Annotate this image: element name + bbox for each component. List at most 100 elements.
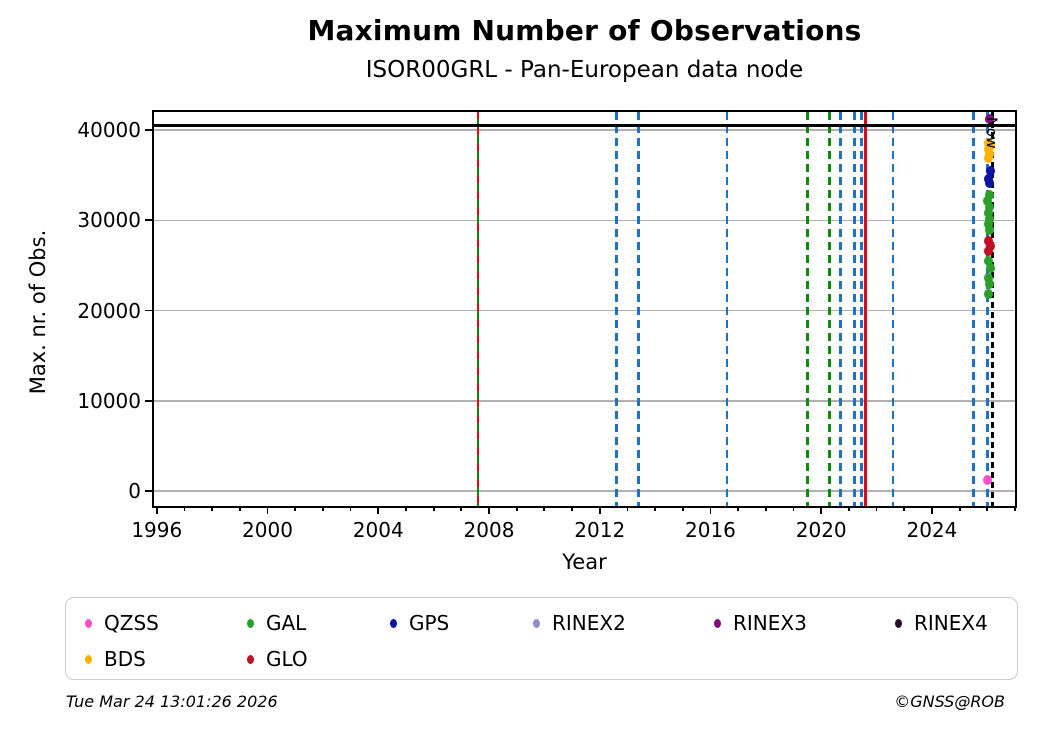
gps-event-line — [615, 112, 618, 506]
gps-event-line — [725, 112, 729, 506]
y-tick-label: 0 — [128, 479, 141, 504]
legend-label: RINEX2 — [552, 611, 626, 635]
x-tick-mark — [155, 506, 158, 514]
gps-event-line — [986, 112, 989, 506]
legend: QZSS GAL GPS RINEX2 RINEX3 RINEX4 BDS GLO — [65, 597, 1018, 680]
legend-label: BDS — [104, 647, 146, 671]
legend-label: GLO — [266, 647, 308, 671]
timestamp: Tue Mar 24 13:01:26 2026 — [66, 692, 278, 711]
x-tick-mark — [488, 506, 490, 514]
x-tick-mark — [986, 506, 989, 511]
legend-label: RINEX3 — [733, 611, 807, 635]
y-tick-mark — [145, 309, 152, 312]
x-tick-mark — [737, 506, 740, 511]
y-tick-mark — [145, 490, 152, 492]
x-tick-mark — [543, 506, 546, 511]
y-tick-mark — [145, 399, 152, 402]
y-gridline — [154, 490, 1015, 492]
x-tick-mark — [321, 506, 324, 511]
gal-event-line — [828, 112, 831, 506]
gps-point — [986, 166, 996, 177]
gal-point — [984, 256, 994, 267]
x-tick-mark — [903, 506, 906, 511]
x-tick-mark — [820, 506, 823, 514]
y-tick-mark — [145, 219, 152, 222]
x-tick-mark — [211, 506, 214, 511]
gal-point — [984, 190, 994, 201]
gal-point — [984, 289, 994, 300]
glo-point — [985, 241, 995, 252]
gal-event-line — [806, 112, 809, 506]
gps-event-line — [972, 112, 975, 506]
chart-title: Maximum Number of Observations — [307, 14, 862, 47]
qzss-point — [983, 475, 993, 485]
legend-marker-gps — [390, 618, 397, 628]
legend-label: GPS — [409, 611, 450, 635]
x-tick-mark — [515, 506, 518, 511]
x-tick-mark — [958, 506, 961, 511]
gps-event-line — [853, 112, 856, 506]
x-tick-mark — [847, 506, 850, 511]
now-line — [990, 112, 994, 506]
y-gridline — [154, 129, 1015, 131]
plot-area: 0 10000 20000 30000 40000 1996 2000 2004 2008 201… — [77, 112, 1016, 542]
y-gridline — [154, 309, 1015, 312]
x-tick-mark — [405, 506, 407, 511]
x-tick-mark — [654, 506, 656, 511]
gal-point — [983, 219, 993, 230]
legend-item-gps: GPS — [390, 610, 449, 636]
x-tick-label: 1996 — [131, 518, 183, 542]
gal-point — [985, 201, 995, 212]
gps-event-line — [637, 112, 640, 506]
legend-item-bds: BDS — [85, 646, 146, 672]
x-tick-label: 2020 — [795, 518, 847, 542]
x-tick-mark — [349, 506, 352, 511]
x-tick-label: 2024 — [906, 518, 958, 542]
gps-event-line — [839, 112, 842, 506]
x-tick-mark — [709, 506, 712, 514]
credit: ©GNSS@ROB — [894, 692, 1005, 711]
gal-point — [985, 224, 995, 235]
legend-marker-qzss — [85, 618, 92, 628]
bds-point — [984, 152, 994, 163]
x-tick-mark — [183, 506, 186, 511]
glo-event-line — [864, 112, 867, 506]
glo-point — [984, 246, 994, 257]
gal-point — [985, 213, 995, 224]
x-tick-label: 2008 — [463, 518, 515, 542]
x-tick-label: 2012 — [574, 518, 626, 542]
x-tick-label: 2000 — [242, 518, 293, 542]
y-tick-label: 10000 — [77, 388, 141, 413]
x-tick-mark — [626, 506, 629, 511]
legend-item-rinex2: RINEX2 — [533, 610, 626, 636]
legend-item-gal: GAL — [247, 610, 306, 636]
y-tick-mark — [145, 129, 152, 131]
legend-marker-gal — [247, 618, 254, 628]
gal-point — [985, 262, 995, 273]
x-axis-label: Year — [562, 550, 607, 574]
x-tick-mark — [238, 506, 241, 511]
legend-item-rinex4: RINEX4 — [895, 610, 988, 636]
x-tick-mark — [598, 506, 601, 514]
y-tick-label: 20000 — [77, 298, 141, 323]
x-tick-mark — [1014, 506, 1016, 511]
y-gridline — [154, 219, 1015, 221]
x-tick-mark — [681, 506, 684, 511]
legend-marker-bds — [85, 654, 92, 664]
gal-point — [983, 208, 993, 219]
legend-item-rinex3: RINEX3 — [714, 610, 807, 636]
x-tick-mark — [432, 506, 435, 511]
legend-marker-rinex2 — [533, 618, 540, 628]
legend-label: RINEX4 — [914, 611, 988, 635]
x-tick-label: 2004 — [352, 518, 404, 542]
y-axis-label: Max. nr. of Obs. — [26, 229, 50, 395]
gal-point — [983, 272, 993, 283]
x-tick-mark — [266, 506, 269, 514]
x-tick-label: 2016 — [685, 518, 736, 542]
legend-marker-rinex3 — [714, 618, 721, 628]
x-tick-mark — [377, 506, 380, 514]
legend-item-glo: GLO — [247, 646, 308, 672]
gal-point — [983, 195, 993, 206]
y-tick-label: 30000 — [77, 208, 141, 233]
